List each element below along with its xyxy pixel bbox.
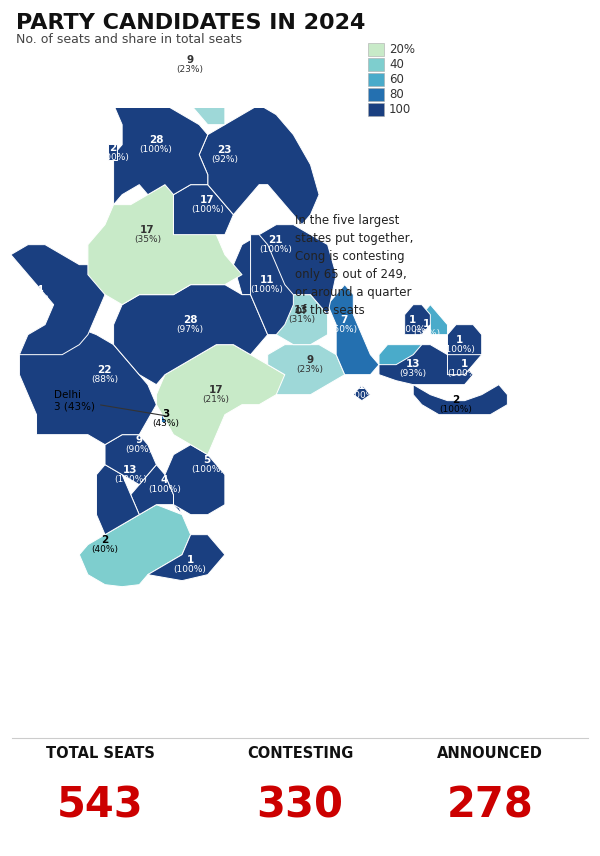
Text: 13: 13 bbox=[123, 465, 137, 475]
Text: (97%): (97%) bbox=[176, 324, 203, 334]
Bar bbox=[368, 73, 384, 86]
Text: 22: 22 bbox=[97, 365, 112, 375]
Text: PARTY CANDIDATES IN 2024: PARTY CANDIDATES IN 2024 bbox=[16, 13, 365, 33]
Text: 28: 28 bbox=[183, 315, 197, 325]
Text: 1: 1 bbox=[187, 555, 194, 565]
Text: 9: 9 bbox=[307, 355, 314, 365]
Text: 13: 13 bbox=[406, 359, 420, 369]
Text: (88%): (88%) bbox=[91, 375, 118, 383]
Text: 17: 17 bbox=[209, 385, 223, 395]
Text: 21: 21 bbox=[268, 235, 283, 245]
Text: (43%): (43%) bbox=[152, 419, 179, 428]
Text: 1: 1 bbox=[409, 315, 416, 325]
Text: (100%): (100%) bbox=[439, 405, 472, 413]
Text: (100%): (100%) bbox=[396, 324, 429, 334]
Text: 9: 9 bbox=[135, 435, 142, 445]
Text: 40: 40 bbox=[389, 58, 404, 71]
Text: (100%): (100%) bbox=[97, 153, 130, 162]
Text: 2: 2 bbox=[109, 143, 117, 153]
Text: 2: 2 bbox=[452, 395, 459, 405]
Text: 1: 1 bbox=[358, 381, 365, 391]
Text: 4: 4 bbox=[161, 475, 168, 485]
Text: (100%): (100%) bbox=[191, 465, 224, 474]
Text: (100%): (100%) bbox=[251, 285, 284, 294]
Text: (100%): (100%) bbox=[139, 145, 172, 154]
Text: (93%): (93%) bbox=[399, 369, 426, 377]
Text: 23: 23 bbox=[217, 145, 232, 155]
Bar bbox=[368, 43, 384, 56]
Bar bbox=[368, 88, 384, 101]
Text: (50%): (50%) bbox=[413, 329, 440, 338]
Text: 543: 543 bbox=[56, 784, 143, 826]
Text: 16: 16 bbox=[140, 45, 155, 55]
Text: CONTESTING: CONTESTING bbox=[247, 746, 353, 761]
Text: (90%): (90%) bbox=[125, 445, 152, 454]
Text: 20%: 20% bbox=[389, 43, 415, 56]
Text: (92%): (92%) bbox=[23, 294, 50, 304]
Text: 100: 100 bbox=[389, 103, 411, 116]
Text: 28: 28 bbox=[149, 135, 163, 145]
Text: 13: 13 bbox=[294, 305, 308, 315]
Text: (40%): (40%) bbox=[91, 544, 118, 554]
Text: ANNOUNCED: ANNOUNCED bbox=[437, 746, 543, 761]
Text: 1: 1 bbox=[423, 319, 430, 329]
Text: 2: 2 bbox=[101, 535, 108, 545]
Text: (100%): (100%) bbox=[148, 484, 181, 494]
Bar bbox=[368, 58, 384, 71]
Text: (100%): (100%) bbox=[191, 205, 224, 214]
Text: (100%): (100%) bbox=[114, 475, 146, 484]
Text: 3: 3 bbox=[163, 409, 170, 419]
Text: (100%): (100%) bbox=[345, 391, 378, 400]
Text: (50%): (50%) bbox=[331, 324, 358, 334]
Text: 1: 1 bbox=[455, 335, 463, 345]
Text: 278: 278 bbox=[446, 784, 533, 826]
Text: (21%): (21%) bbox=[202, 395, 229, 404]
Text: (23%): (23%) bbox=[296, 365, 323, 374]
Text: (80%): (80%) bbox=[134, 55, 161, 64]
Text: TOTAL SEATS: TOTAL SEATS bbox=[46, 746, 154, 761]
Text: 1: 1 bbox=[460, 359, 468, 369]
Text: No. of seats and share in total seats: No. of seats and share in total seats bbox=[16, 33, 242, 46]
Text: In the five largest
states put together,
Cong is contesting
only 65 out of 249,
: In the five largest states put together,… bbox=[295, 214, 413, 318]
Text: (100%): (100%) bbox=[443, 345, 475, 354]
Text: 5: 5 bbox=[203, 455, 211, 465]
Text: (100%): (100%) bbox=[173, 565, 206, 574]
Text: 330: 330 bbox=[257, 784, 343, 826]
Bar bbox=[368, 103, 384, 116]
Text: (100%): (100%) bbox=[259, 245, 292, 254]
Text: 11: 11 bbox=[260, 275, 274, 285]
Text: (92%): (92%) bbox=[211, 155, 238, 163]
Text: (31%): (31%) bbox=[288, 315, 315, 324]
Text: (23%): (23%) bbox=[176, 65, 203, 74]
Text: 7: 7 bbox=[341, 315, 348, 325]
Text: 24: 24 bbox=[29, 285, 43, 295]
Text: Delhi
3 (43%): Delhi 3 (43%) bbox=[54, 389, 165, 416]
Text: 9: 9 bbox=[187, 55, 194, 65]
Text: 80: 80 bbox=[389, 88, 404, 101]
Text: (35%): (35%) bbox=[134, 235, 161, 244]
Text: 17: 17 bbox=[140, 225, 155, 235]
Text: 17: 17 bbox=[200, 195, 215, 205]
Text: 60: 60 bbox=[389, 73, 404, 86]
Text: (100%): (100%) bbox=[448, 369, 481, 377]
